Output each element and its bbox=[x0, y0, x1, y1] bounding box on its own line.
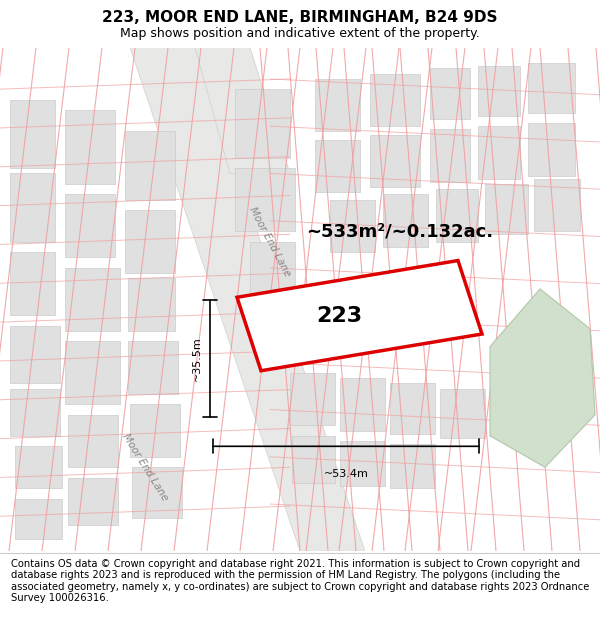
Text: ~53.4m: ~53.4m bbox=[323, 469, 368, 479]
Polygon shape bbox=[195, 48, 290, 173]
Polygon shape bbox=[128, 278, 175, 331]
Polygon shape bbox=[132, 468, 182, 518]
Polygon shape bbox=[130, 48, 365, 551]
Polygon shape bbox=[68, 478, 118, 525]
Polygon shape bbox=[330, 199, 375, 252]
Polygon shape bbox=[370, 134, 420, 187]
Polygon shape bbox=[478, 66, 520, 116]
Polygon shape bbox=[340, 441, 385, 486]
Polygon shape bbox=[478, 126, 520, 179]
Polygon shape bbox=[235, 89, 290, 158]
Polygon shape bbox=[383, 194, 428, 247]
Polygon shape bbox=[130, 404, 180, 457]
Polygon shape bbox=[125, 131, 175, 199]
Polygon shape bbox=[10, 252, 55, 315]
Polygon shape bbox=[15, 446, 62, 488]
Polygon shape bbox=[340, 378, 385, 431]
Text: ~533m²/~0.132ac.: ~533m²/~0.132ac. bbox=[307, 222, 494, 240]
Polygon shape bbox=[65, 111, 115, 184]
Polygon shape bbox=[290, 373, 335, 425]
Text: Moor End Lane: Moor End Lane bbox=[247, 205, 293, 278]
Polygon shape bbox=[436, 189, 478, 242]
Polygon shape bbox=[235, 168, 295, 231]
Polygon shape bbox=[237, 261, 482, 371]
Polygon shape bbox=[390, 444, 435, 488]
Text: Contains OS data © Crown copyright and database right 2021. This information is : Contains OS data © Crown copyright and d… bbox=[11, 559, 589, 603]
Text: 223, MOOR END LANE, BIRMINGHAM, B24 9DS: 223, MOOR END LANE, BIRMINGHAM, B24 9DS bbox=[102, 9, 498, 24]
Polygon shape bbox=[534, 179, 580, 231]
Text: 223: 223 bbox=[316, 306, 362, 326]
Polygon shape bbox=[430, 129, 470, 182]
Polygon shape bbox=[10, 173, 55, 242]
Polygon shape bbox=[125, 210, 175, 273]
Polygon shape bbox=[430, 69, 470, 119]
Text: Map shows position and indicative extent of the property.: Map shows position and indicative extent… bbox=[120, 28, 480, 41]
Polygon shape bbox=[65, 341, 120, 404]
Polygon shape bbox=[390, 383, 435, 434]
Polygon shape bbox=[128, 341, 178, 394]
Polygon shape bbox=[440, 389, 485, 438]
Polygon shape bbox=[10, 389, 60, 436]
Polygon shape bbox=[490, 289, 595, 468]
Polygon shape bbox=[292, 436, 335, 483]
Polygon shape bbox=[68, 415, 118, 468]
Text: Moor End Lane: Moor End Lane bbox=[120, 432, 170, 502]
Polygon shape bbox=[10, 100, 55, 168]
Text: ~35.5m: ~35.5m bbox=[192, 336, 202, 381]
Polygon shape bbox=[65, 268, 120, 331]
Polygon shape bbox=[528, 123, 575, 176]
Polygon shape bbox=[10, 326, 60, 383]
Polygon shape bbox=[65, 194, 115, 258]
Polygon shape bbox=[315, 79, 360, 131]
Polygon shape bbox=[250, 242, 295, 294]
Polygon shape bbox=[370, 74, 420, 126]
Polygon shape bbox=[315, 140, 360, 192]
Polygon shape bbox=[15, 499, 62, 539]
Polygon shape bbox=[485, 184, 528, 234]
Polygon shape bbox=[528, 63, 575, 112]
